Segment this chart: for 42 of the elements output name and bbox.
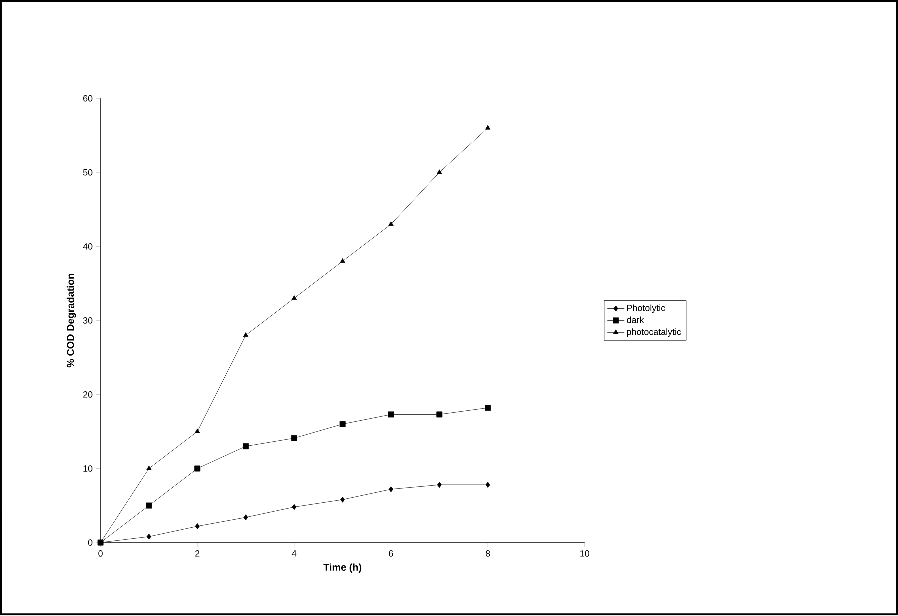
legend-label: dark <box>627 316 644 324</box>
legend-label: Photolytic <box>628 304 666 314</box>
point <box>388 412 394 418</box>
point <box>485 125 491 130</box>
point <box>292 504 297 510</box>
point <box>146 502 152 509</box>
y-tick-label: 60 <box>84 96 93 102</box>
point <box>437 482 442 488</box>
point <box>194 428 200 434</box>
point <box>146 534 152 540</box>
point <box>436 412 443 418</box>
x-tick-label: 0 <box>98 550 103 558</box>
point <box>388 222 394 226</box>
point <box>146 466 152 471</box>
y-tick-label: 0 <box>88 540 93 546</box>
point <box>194 466 201 472</box>
x-tick-label: 8 <box>486 550 490 558</box>
point <box>486 482 490 488</box>
x-tick-label: 6 <box>389 550 394 558</box>
point <box>340 258 346 264</box>
point <box>243 332 249 338</box>
x-tick-label: 2 <box>196 550 200 557</box>
legend-label: photocatalytic <box>627 328 682 338</box>
point <box>243 444 249 450</box>
y-tick-label: 20 <box>84 392 93 398</box>
point <box>195 524 200 530</box>
x-tick-label: 10 <box>580 550 590 558</box>
point <box>437 170 442 174</box>
y-axis-title: % COD Degradation <box>66 274 76 368</box>
point <box>388 486 394 493</box>
y-tick-label: 10 <box>84 466 93 472</box>
x-axis-title: Time (h) <box>324 564 362 574</box>
point <box>292 296 298 300</box>
point <box>291 436 298 442</box>
x-tick-label: 4 <box>292 550 297 557</box>
point <box>485 405 492 412</box>
y-tick-label: 40 <box>83 244 93 250</box>
y-tick-label: 30 <box>83 318 93 324</box>
y-tick-label: 50 <box>83 170 93 176</box>
point <box>340 422 346 428</box>
point <box>340 497 346 504</box>
point <box>244 514 248 521</box>
